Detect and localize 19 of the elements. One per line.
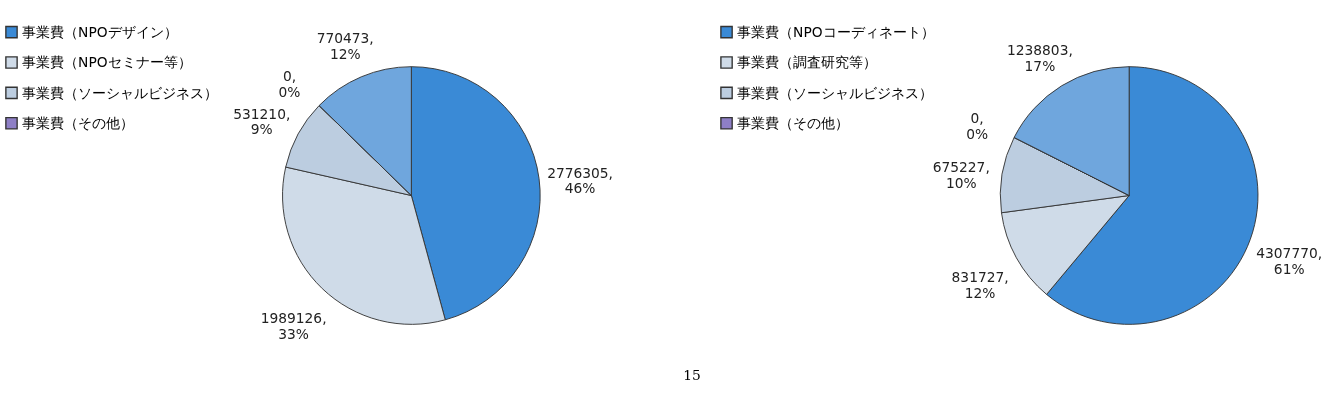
legend-label: 事業費（その他） [737, 114, 850, 131]
data-label: 2776305, 46% [547, 164, 614, 197]
text: 0, 0% [278, 68, 301, 100]
legend-label: 事業費（NPOセミナー等） [22, 54, 192, 71]
legend-label: 事業費（ソーシャルビジネス） [737, 84, 934, 101]
data-label: 770473, 12% [316, 30, 374, 62]
data-label: 1989126, 33% [260, 310, 327, 342]
legend-label: 事業費（調査研究等） [737, 54, 878, 71]
data-label: 531210, 9% [233, 105, 291, 138]
legend-label: 事業費（NPOデザイン） [22, 23, 178, 40]
text: 15 [683, 366, 701, 383]
legend-label: 事業費（ソーシャルビジネス） [22, 84, 219, 101]
data-label: 4307770, 61% [1256, 245, 1323, 277]
data-label: 1238803, 17% [1006, 42, 1073, 74]
data-label: 831727, 12% [951, 269, 1009, 302]
legend-label: 事業費（その他） [22, 114, 135, 131]
text: 0, 0% [966, 110, 989, 143]
legend-label: 事業費（NPOコーディネート） [737, 23, 935, 40]
data-label: 675227, 10% [932, 158, 990, 191]
